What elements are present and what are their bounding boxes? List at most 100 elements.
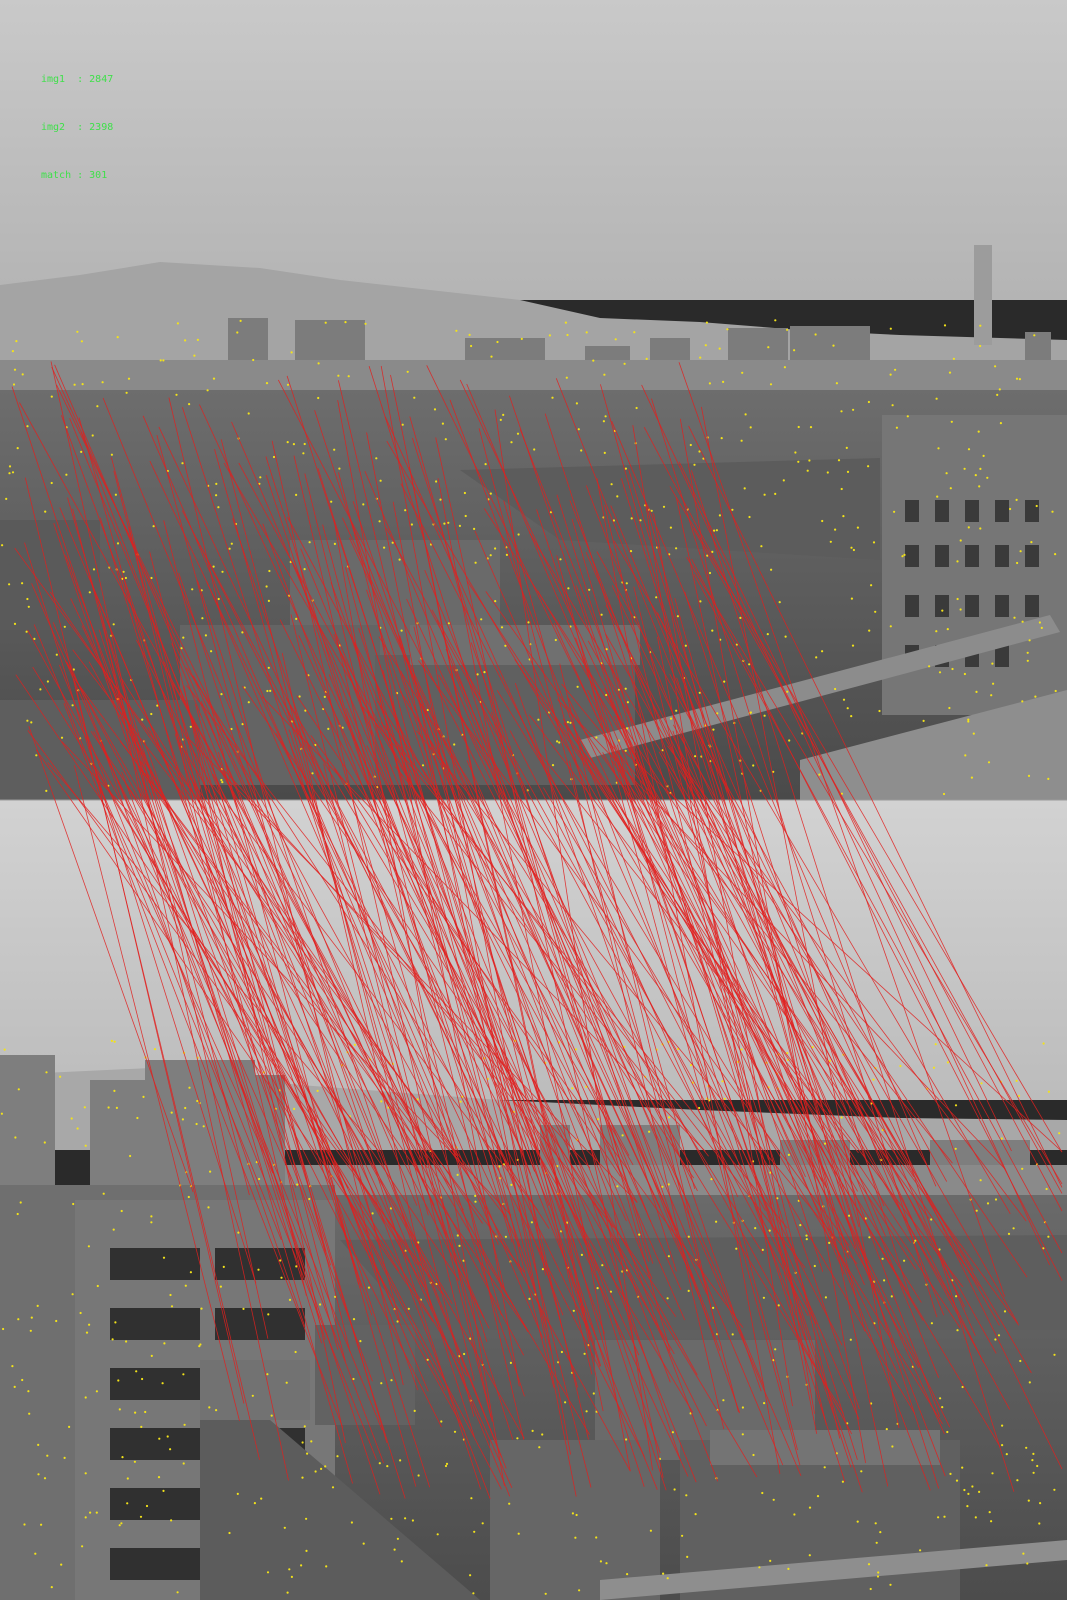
keypoint: [114, 1321, 117, 1324]
keypoint: [914, 1239, 917, 1242]
keypoint: [17, 1088, 20, 1091]
keypoint: [364, 322, 367, 325]
keypoint: [36, 1304, 39, 1307]
match-line: [24, 542, 257, 1284]
match-line: [644, 500, 866, 1332]
keypoint: [772, 770, 775, 773]
keypoint: [851, 644, 855, 647]
keypoint: [502, 413, 505, 416]
rooftop-structure-2: [200, 1325, 960, 1600]
match-line: [569, 500, 946, 1477]
keypoint: [393, 1548, 396, 1551]
keypoint: [787, 1567, 790, 1570]
keypoint: [668, 1116, 671, 1119]
keypoint: [1045, 1187, 1048, 1191]
keypoint: [265, 382, 269, 385]
keypoint: [252, 358, 255, 362]
keypoint: [877, 1571, 880, 1574]
keypoint: [166, 1435, 169, 1438]
match-line: [31, 583, 297, 1188]
keypoint: [786, 690, 789, 693]
match-line: [611, 421, 937, 1187]
keypoint: [883, 1279, 886, 1282]
keypoint: [1016, 561, 1019, 565]
keypoint: [786, 1052, 789, 1055]
keypoint: [336, 1455, 339, 1458]
keypoint: [80, 340, 83, 343]
keypoint: [169, 1448, 172, 1451]
keypoint: [300, 1564, 303, 1567]
match-line: [178, 572, 482, 1490]
keypoint: [669, 526, 673, 529]
keypoint: [117, 1379, 120, 1382]
keypoint: [295, 493, 298, 496]
keypoint: [566, 1221, 569, 1224]
keypoint: [971, 1485, 974, 1488]
keypoint: [433, 408, 437, 411]
keypoint: [182, 1462, 185, 1465]
keypoint: [1047, 777, 1050, 781]
keypoint: [145, 1504, 149, 1508]
keypoint: [850, 546, 853, 549]
keypoint: [774, 1348, 777, 1351]
match-line: [183, 686, 346, 1443]
match-line: [232, 518, 525, 1397]
keypoint: [625, 1438, 628, 1441]
keypoint: [676, 615, 680, 618]
match-line: [386, 528, 809, 1316]
keypoint: [188, 403, 191, 406]
match-line: [78, 417, 339, 1350]
keypoint: [767, 346, 770, 349]
keypoint: [181, 1118, 184, 1121]
keypoint: [458, 1244, 461, 1247]
keypoint: [610, 483, 613, 486]
keypoint: [776, 1197, 779, 1200]
match-line: [149, 460, 520, 1248]
match-line: [310, 735, 744, 1328]
keypoint: [813, 1264, 816, 1268]
keypoint: [303, 568, 306, 571]
keypoint: [961, 1385, 964, 1389]
keypoint: [102, 1192, 105, 1195]
keypoint: [330, 500, 333, 503]
keypoint: [219, 1285, 222, 1288]
keypoint: [272, 455, 276, 459]
keypoint: [334, 1295, 337, 1298]
keypoint: [456, 1173, 459, 1176]
keypoint: [290, 351, 293, 354]
keypoint: [878, 709, 881, 713]
keypoint: [3, 1048, 6, 1051]
match-line: [561, 683, 953, 1164]
keypoint: [184, 339, 187, 342]
keypoint: [595, 736, 598, 739]
keypoint: [889, 625, 892, 628]
keypoint: [1021, 1167, 1024, 1170]
keypoint: [28, 1412, 31, 1415]
keypoint: [840, 410, 843, 413]
keypoint: [474, 561, 477, 564]
keypoint: [494, 600, 497, 603]
match-line: [390, 374, 591, 1341]
keypoint: [413, 396, 416, 399]
keypoint: [1001, 1444, 1004, 1447]
keypoint: [473, 527, 476, 531]
keypoint: [895, 426, 899, 429]
keypoint: [474, 1200, 477, 1203]
keypoint: [901, 555, 904, 558]
keypoint: [906, 415, 909, 418]
keypoint: [769, 1559, 772, 1562]
match-line: [181, 510, 516, 1167]
keypoint: [37, 1473, 40, 1476]
keypoint: [181, 462, 184, 465]
keypoint: [752, 764, 755, 767]
keypoint: [951, 667, 954, 671]
keypoint: [1027, 1499, 1030, 1502]
keypoint: [196, 1099, 199, 1103]
keypoint: [19, 1201, 22, 1204]
keypoint: [786, 328, 789, 331]
keypoint: [621, 1134, 624, 1137]
match-line: [575, 585, 860, 1410]
keypoint: [623, 362, 626, 365]
keypoint: [510, 1183, 513, 1186]
